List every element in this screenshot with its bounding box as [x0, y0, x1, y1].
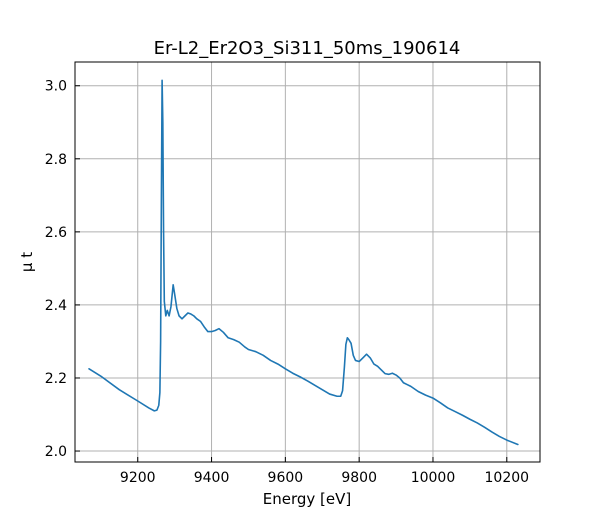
y-axis-label: μ t [18, 252, 36, 272]
series-line-0 [88, 79, 519, 446]
grid-lines [75, 62, 540, 462]
plot-frame [74, 61, 541, 463]
x-tick-label: 10000 [411, 470, 456, 486]
y-tick-label: 2.6 [45, 225, 67, 241]
y-tick-label: 2.2 [45, 371, 67, 387]
tick-layer: 9200 9400 9600 9800 10000 10200 2.0 2.2 2.4 2.6 2.… [45, 79, 529, 486]
y-tick-label: 2.0 [45, 444, 67, 460]
y-tick-label: 3.0 [45, 79, 67, 95]
x-tick-label: 9600 [268, 470, 304, 486]
x-axis-label: Energy [eV] [263, 490, 351, 508]
chart-title: Er-L2_Er2O3_Si311_50ms_190614 [154, 38, 461, 59]
x-tick-label: 9800 [341, 470, 377, 486]
y-tick-label: 2.4 [45, 298, 67, 314]
series-layer [88, 79, 519, 446]
x-tick-label: 10200 [485, 470, 530, 486]
y-tick-label: 2.8 [45, 152, 67, 168]
x-tick-label: 9200 [120, 470, 156, 486]
x-tick-label: 9400 [194, 470, 230, 486]
